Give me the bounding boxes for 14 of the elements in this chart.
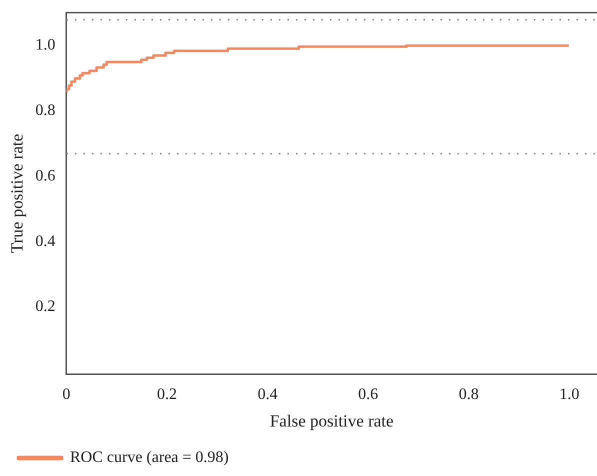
x-tick-label: 1.0: [559, 386, 580, 404]
x-tick-label: 0.2: [156, 386, 177, 404]
y-tick-label: 0.8: [35, 102, 56, 119]
y-axis-title: True positive rate: [8, 134, 27, 254]
x-tick-label: 0.6: [358, 386, 378, 404]
y-tick-label: 0.6: [35, 167, 56, 184]
x-tick-label: 0.8: [458, 386, 479, 404]
x-axis-title: False positive rate: [270, 411, 394, 430]
x-tick-label: 0.4: [258, 386, 278, 404]
y-tick-label: 0.2: [35, 298, 56, 316]
y-tick-label: 1.0: [35, 36, 56, 54]
legend-label: ROC curve (area = 0.98): [70, 449, 229, 466]
y-tick-label: 0.4: [35, 232, 56, 250]
x-tick-label: 0: [62, 386, 70, 404]
